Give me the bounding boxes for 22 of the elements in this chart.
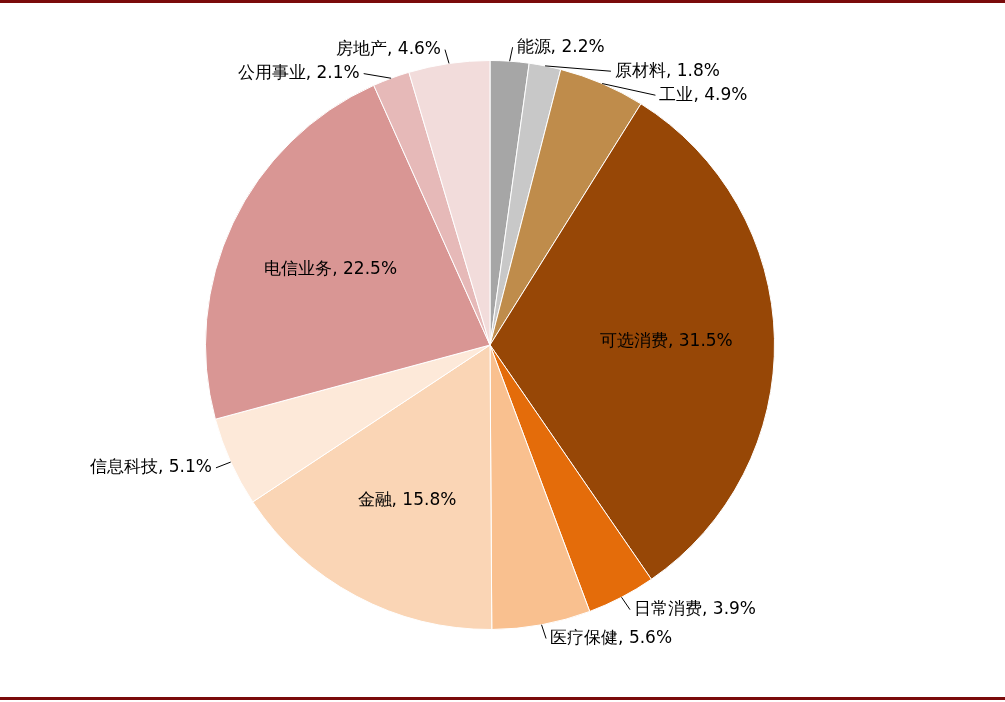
- slice-label: 公用事业: [237, 62, 306, 83]
- data-label: , 3.9%: [702, 598, 757, 619]
- slice-label: 工业: [659, 83, 694, 104]
- slice-label: 医疗保健: [550, 626, 619, 647]
- data-label: , 5.6%: [618, 626, 673, 647]
- slice-label: 日常消费: [634, 598, 703, 619]
- data-label: , 22.5%: [332, 257, 398, 278]
- slice-label: 金融: [357, 489, 392, 510]
- data-label: , 31.5%: [667, 329, 733, 350]
- slice-label: 信息科技: [89, 456, 158, 477]
- data-label: , 1.8%: [665, 59, 720, 80]
- slice-label: 房地产: [336, 38, 388, 59]
- slice-label: 电信业务: [264, 257, 333, 278]
- data-label: , 4.9%: [693, 83, 748, 104]
- slice-label: 原材料: [614, 59, 666, 80]
- slice-label: 能源: [516, 35, 551, 56]
- data-label: , 2.2%: [550, 35, 605, 56]
- data-label: , 4.6%: [387, 38, 442, 59]
- data-label: , 2.1%: [305, 62, 360, 83]
- data-label: , 5.1%: [157, 456, 212, 477]
- data-label: , 15.8%: [391, 489, 457, 510]
- slice-label: 可选消费: [599, 329, 668, 350]
